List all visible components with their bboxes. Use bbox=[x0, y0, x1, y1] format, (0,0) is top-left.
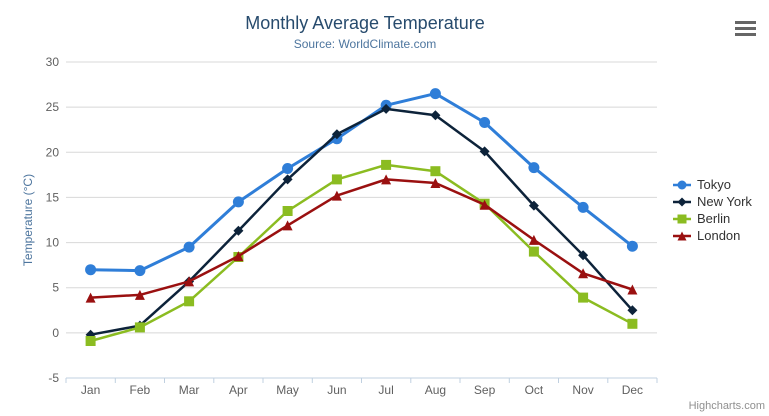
data-point[interactable] bbox=[578, 250, 589, 261]
y-axis-label: 15 bbox=[46, 190, 60, 204]
data-point[interactable] bbox=[381, 174, 392, 185]
legend-item-tokyo[interactable]: Tokyo bbox=[672, 177, 752, 192]
data-point[interactable] bbox=[282, 174, 293, 185]
data-point[interactable] bbox=[331, 190, 342, 201]
y-axis-label: 5 bbox=[52, 281, 59, 295]
hamburger-icon bbox=[735, 27, 756, 30]
x-axis-label: Feb bbox=[130, 383, 151, 397]
data-point[interactable] bbox=[430, 110, 441, 121]
data-point[interactable] bbox=[528, 234, 539, 245]
legend-label: London bbox=[697, 228, 741, 243]
data-point[interactable] bbox=[578, 268, 589, 279]
x-axis-label: Jan bbox=[81, 383, 100, 397]
legend-marker-diamond-icon bbox=[673, 197, 691, 206]
y-axis-label: 20 bbox=[46, 145, 60, 159]
data-point[interactable] bbox=[430, 166, 441, 177]
series-london[interactable] bbox=[85, 174, 638, 303]
data-point[interactable] bbox=[85, 292, 96, 303]
x-axis-label: Apr bbox=[229, 383, 248, 397]
data-point[interactable] bbox=[331, 174, 342, 185]
data-point[interactable] bbox=[381, 159, 392, 170]
export-menu-button[interactable] bbox=[735, 21, 757, 37]
legend-label: New York bbox=[697, 194, 752, 209]
y-axis-label: 10 bbox=[46, 236, 60, 250]
legend-label: Tokyo bbox=[697, 177, 731, 192]
series-new-york[interactable] bbox=[85, 103, 638, 340]
legend-label: Berlin bbox=[697, 211, 731, 226]
data-point[interactable] bbox=[528, 162, 540, 174]
y-axis-label: 30 bbox=[46, 55, 60, 69]
data-point[interactable] bbox=[184, 276, 195, 287]
legend-marker-square-icon bbox=[673, 214, 691, 223]
data-point[interactable] bbox=[677, 180, 687, 189]
y-axis-title: Temperature (°C) bbox=[21, 173, 35, 267]
data-point[interactable] bbox=[479, 146, 490, 157]
data-point[interactable] bbox=[85, 336, 96, 346]
data-point[interactable] bbox=[479, 199, 490, 210]
chart-title: Monthly Average Temperature bbox=[245, 13, 485, 33]
data-point[interactable] bbox=[626, 240, 638, 252]
data-point[interactable] bbox=[134, 322, 145, 333]
data-point[interactable] bbox=[429, 88, 441, 100]
data-point[interactable] bbox=[183, 241, 195, 253]
x-axis-label: Dec bbox=[622, 383, 643, 397]
legend-item-new-york[interactable]: New York bbox=[672, 194, 752, 209]
legend-item-berlin[interactable]: Berlin bbox=[672, 211, 752, 226]
y-axis-label: 25 bbox=[46, 100, 60, 114]
data-point[interactable] bbox=[233, 251, 244, 262]
data-point[interactable] bbox=[430, 178, 441, 188]
data-point[interactable] bbox=[282, 220, 293, 231]
data-point[interactable] bbox=[627, 318, 638, 329]
legend-marker-circle-icon bbox=[673, 180, 691, 189]
data-point[interactable] bbox=[233, 225, 244, 236]
legend-marker-triangle-icon bbox=[673, 231, 691, 240]
x-axis-label: Jun bbox=[327, 383, 346, 397]
chart-subtitle: Source: WorldClimate.com bbox=[293, 37, 437, 51]
data-point[interactable] bbox=[577, 201, 589, 213]
data-point[interactable] bbox=[232, 196, 244, 208]
data-point[interactable] bbox=[282, 206, 293, 216]
data-point[interactable] bbox=[528, 200, 539, 211]
data-point[interactable] bbox=[627, 284, 638, 295]
highcharts-credit-link[interactable]: Highcharts.com bbox=[688, 400, 765, 412]
data-point[interactable] bbox=[134, 289, 145, 300]
data-point[interactable] bbox=[85, 264, 97, 276]
x-axis-label: May bbox=[276, 383, 299, 397]
data-point[interactable] bbox=[528, 246, 539, 257]
data-point[interactable] bbox=[381, 103, 392, 114]
hamburger-icon bbox=[735, 21, 756, 24]
data-point[interactable] bbox=[677, 197, 687, 206]
data-point[interactable] bbox=[184, 296, 195, 307]
x-axis-label: Aug bbox=[425, 383, 446, 397]
series-tokyo[interactable] bbox=[85, 88, 638, 277]
x-axis-label: Nov bbox=[572, 383, 593, 397]
legend-item-london[interactable]: London bbox=[672, 228, 752, 243]
data-point[interactable] bbox=[479, 117, 491, 128]
data-point[interactable] bbox=[677, 231, 687, 240]
hamburger-icon bbox=[735, 33, 756, 36]
x-axis-label: Sep bbox=[474, 383, 496, 397]
data-point[interactable] bbox=[677, 214, 687, 223]
y-axis-label: -5 bbox=[48, 371, 59, 385]
x-axis-label: Mar bbox=[179, 383, 200, 397]
data-point[interactable] bbox=[134, 265, 146, 277]
data-point[interactable] bbox=[578, 292, 589, 303]
y-axis-label: 0 bbox=[52, 326, 59, 340]
legend: Tokyo New York Berlin London bbox=[672, 177, 752, 243]
data-point[interactable] bbox=[331, 129, 342, 140]
data-point[interactable] bbox=[282, 163, 294, 174]
x-axis-label: Jul bbox=[378, 383, 393, 397]
x-axis-label: Oct bbox=[525, 383, 544, 397]
data-point[interactable] bbox=[627, 305, 638, 316]
